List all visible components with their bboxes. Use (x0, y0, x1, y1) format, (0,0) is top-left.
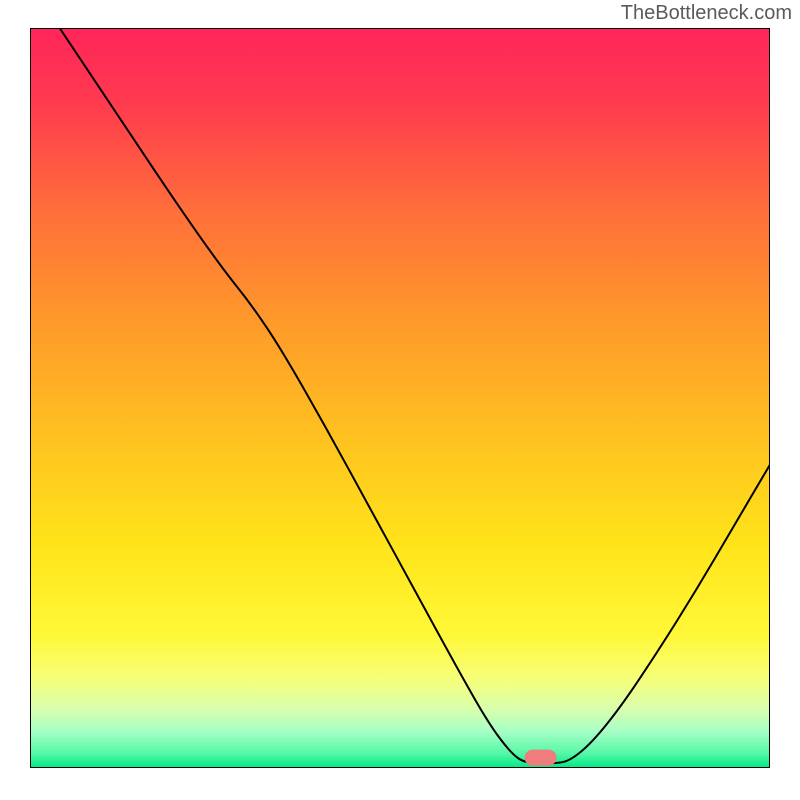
bottleneck-chart (30, 28, 770, 768)
chart-background (30, 28, 770, 768)
optimal-marker (525, 750, 557, 766)
chart-svg (30, 28, 770, 768)
watermark-text: TheBottleneck.com (621, 2, 792, 25)
